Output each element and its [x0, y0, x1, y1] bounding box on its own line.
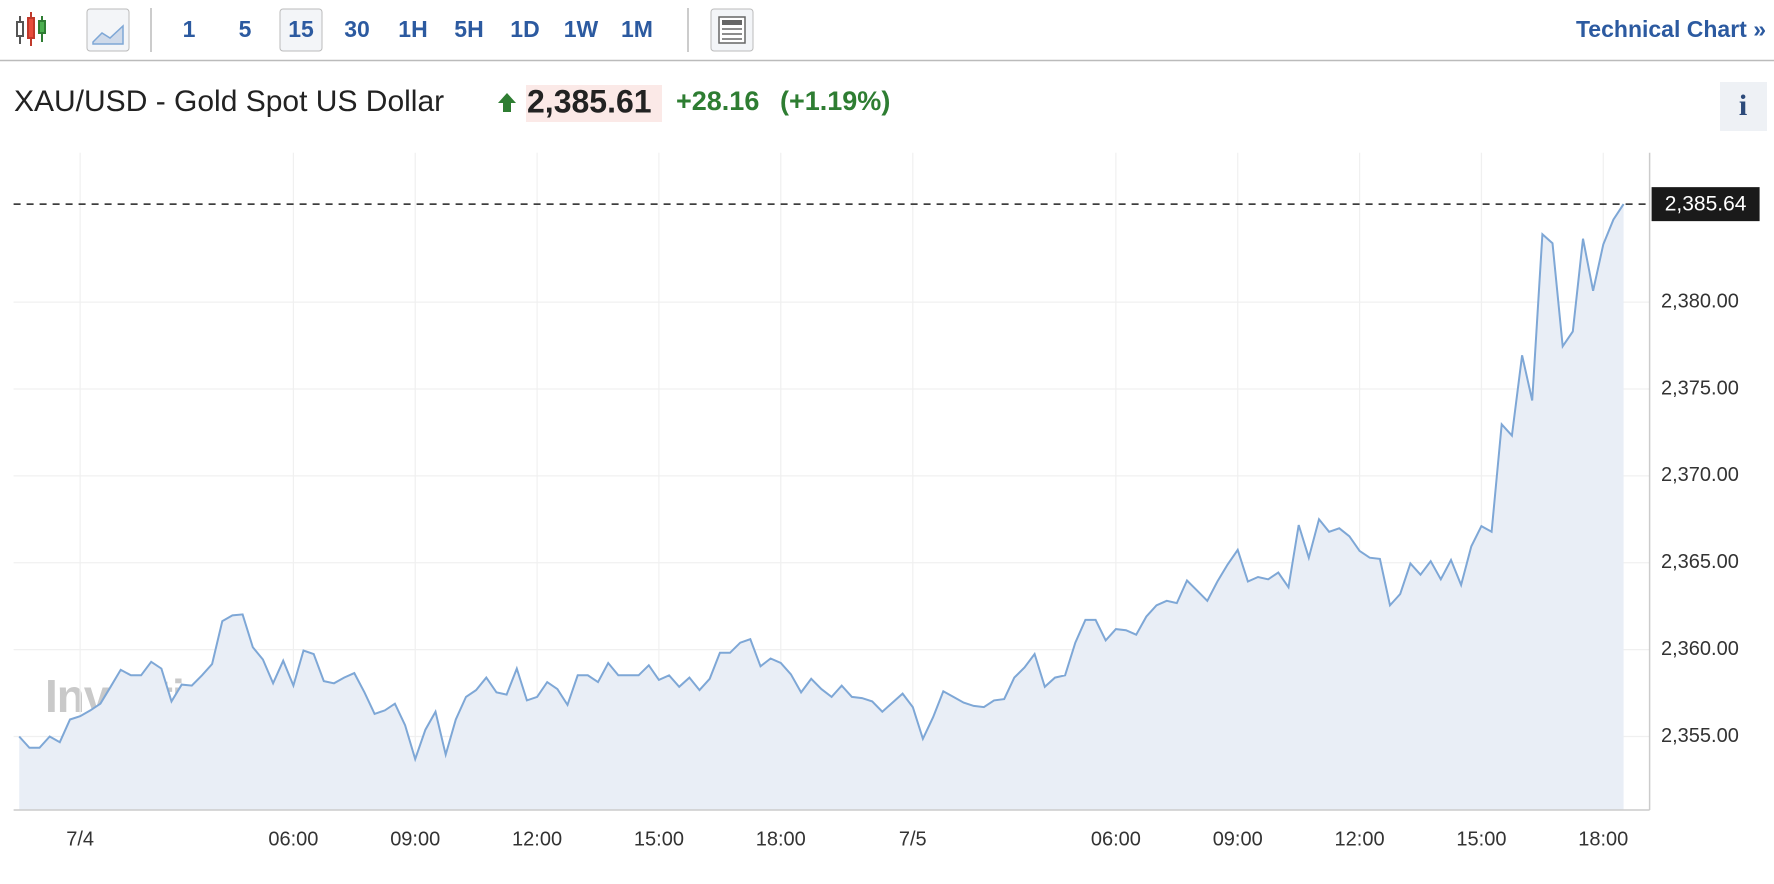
- x-tick-label: 15:00: [1456, 828, 1506, 850]
- line: [18, 203, 1625, 763]
- last-price-label: 2,385.64: [1665, 193, 1747, 216]
- y-tick-label: 2,370.00: [1661, 464, 1739, 486]
- change: +28.16: [676, 86, 759, 116]
- x-tick-label: 18:00: [1578, 828, 1628, 850]
- price: 2,385.61: [527, 83, 652, 119]
- y-tick-label: 2,365.00: [1661, 551, 1739, 573]
- interval-button[interactable]: 30: [344, 16, 370, 42]
- x-tick-label: 09:00: [390, 828, 440, 850]
- interval-button[interactable]: 1: [183, 16, 196, 42]
- x-tick-label: 09:00: [1213, 828, 1263, 850]
- y-tick-label: 2,375.00: [1661, 377, 1739, 399]
- y-tick-label: 2,355.00: [1661, 725, 1739, 747]
- interval-button[interactable]: 5H: [454, 16, 483, 42]
- symbol: XAU/USD - Gold Spot US Dollar: [14, 85, 444, 118]
- news-icon[interactable]: [710, 8, 754, 52]
- interval-button[interactable]: 1W: [564, 16, 599, 42]
- change-percent: (+1.19%): [780, 86, 890, 116]
- info-icon[interactable]: i: [1739, 89, 1747, 122]
- x-tick-label: 06:00: [1091, 828, 1141, 850]
- technical-chart-link[interactable]: Technical Chart »: [1576, 16, 1766, 42]
- last-price-box: [1651, 187, 1760, 222]
- price-highlight: [526, 85, 662, 122]
- x-tick-label: 18:00: [756, 828, 806, 850]
- interval-button[interactable]: 5: [239, 16, 252, 42]
- interval-active-box[interactable]: [279, 8, 323, 52]
- x-tick-label: 12:00: [512, 828, 562, 850]
- candle-icon[interactable]: [16, 12, 46, 46]
- x-tick-label: 7/4: [66, 828, 94, 850]
- y-tick-label: 2,360.00: [1661, 638, 1739, 660]
- area: [19, 204, 1624, 811]
- interval-button[interactable]: 1D: [510, 16, 539, 42]
- x-tick-label: 12:00: [1335, 828, 1385, 850]
- interval-button[interactable]: 1H: [398, 16, 427, 42]
- info-button[interactable]: [1720, 82, 1767, 131]
- interval-button[interactable]: 15: [288, 16, 314, 42]
- x-tick-label: 15:00: [634, 828, 684, 850]
- up-arrow: [498, 93, 516, 112]
- y-tick-label: 2,380.00: [1661, 290, 1739, 312]
- x-tick-label: 06:00: [268, 828, 318, 850]
- line-icon: [92, 24, 124, 45]
- interval-button[interactable]: 1M: [621, 16, 653, 42]
- x-tick-label: 7/5: [899, 828, 927, 850]
